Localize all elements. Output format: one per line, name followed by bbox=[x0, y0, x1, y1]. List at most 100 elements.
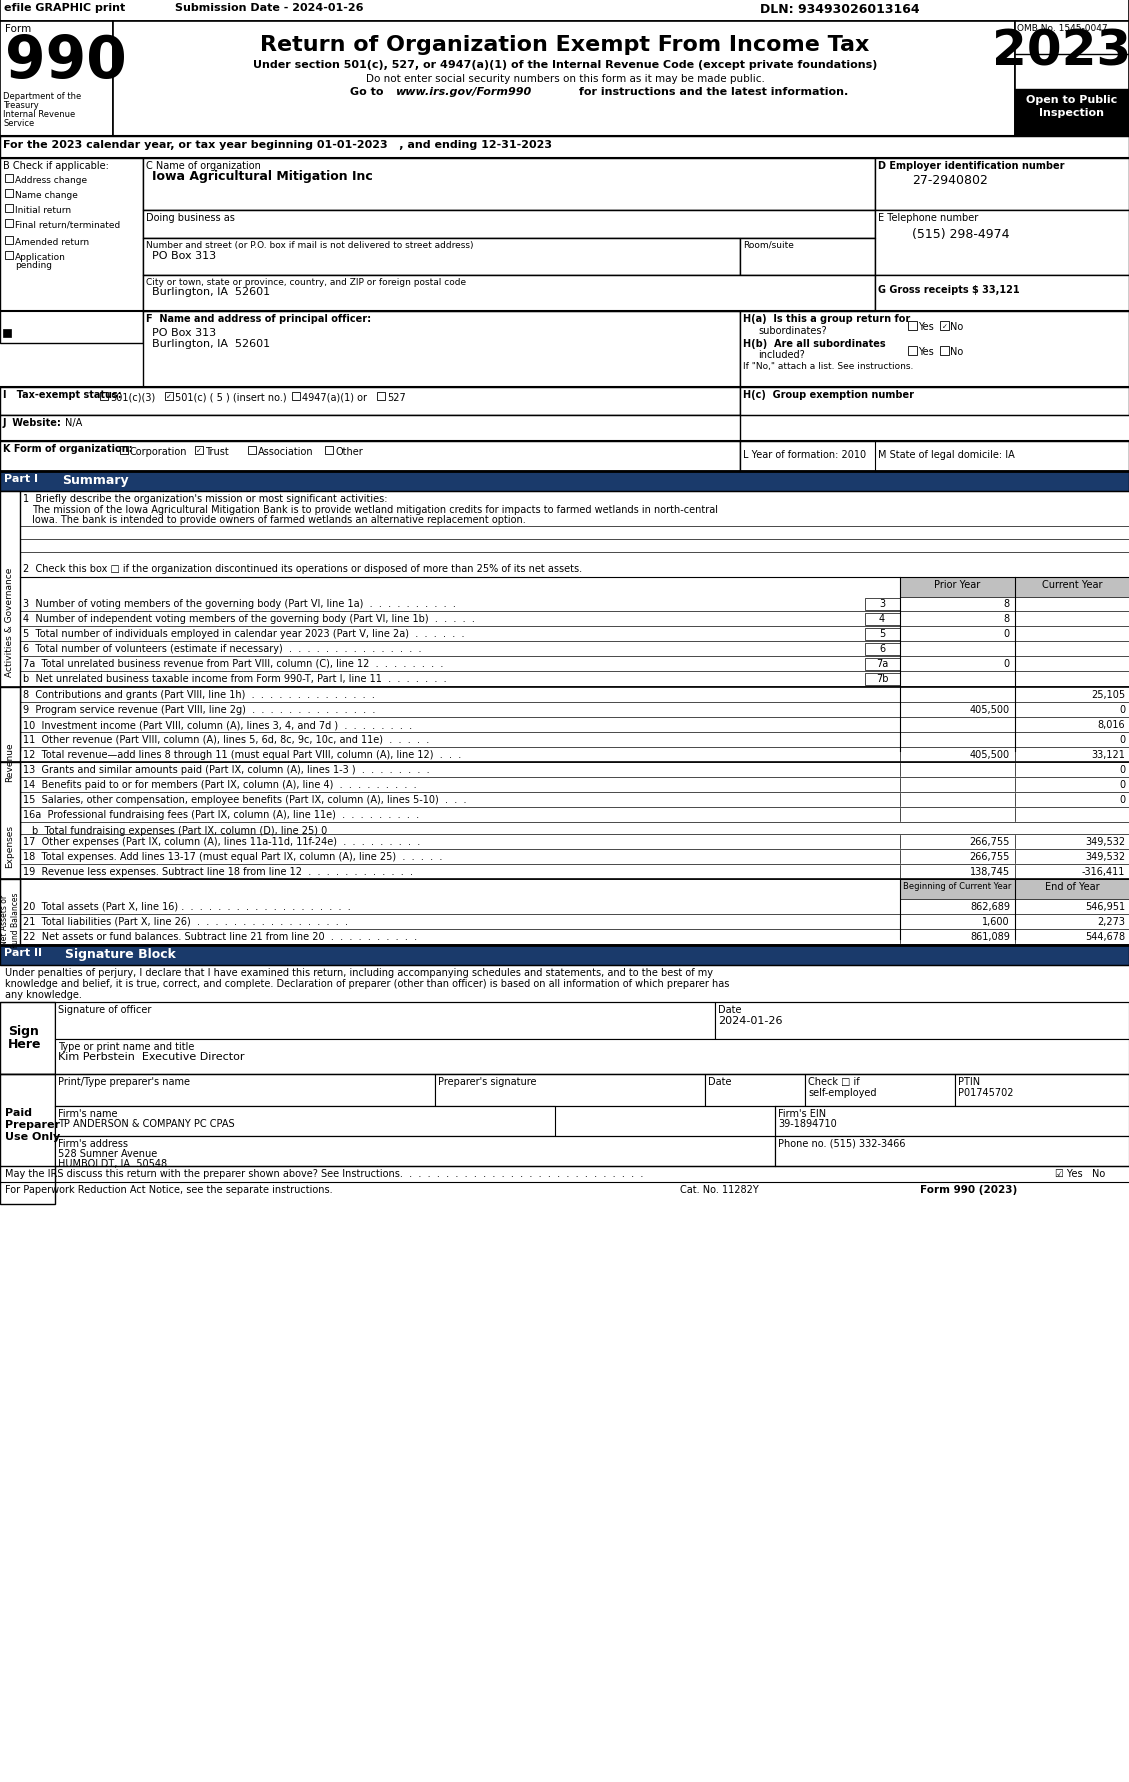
Bar bbox=[940, 323, 949, 331]
Text: E Telephone number: E Telephone number bbox=[878, 212, 978, 223]
Text: 9  Program service revenue (Part VIII, line 2g)  .  .  .  .  .  .  .  .  .  .  .: 9 Program service revenue (Part VIII, li… bbox=[23, 704, 375, 715]
Text: Revenue: Revenue bbox=[6, 741, 15, 781]
Text: 405,500: 405,500 bbox=[970, 750, 1010, 759]
Text: TP ANDERSON & COMPANY PC CPAS: TP ANDERSON & COMPANY PC CPAS bbox=[58, 1119, 235, 1128]
Bar bbox=[5, 251, 14, 260]
Bar bbox=[143, 210, 875, 239]
Text: Date: Date bbox=[708, 1076, 732, 1087]
Text: M State of legal domicile: IA: M State of legal domicile: IA bbox=[878, 449, 1015, 460]
Text: G Gross receipts $ 33,121: G Gross receipts $ 33,121 bbox=[878, 285, 1019, 294]
Text: 5: 5 bbox=[878, 629, 885, 638]
Text: 349,532: 349,532 bbox=[1085, 852, 1124, 861]
Text: Number and street (or P.O. box if mail is not delivered to street address): Number and street (or P.O. box if mail i… bbox=[146, 241, 473, 249]
Text: 349,532: 349,532 bbox=[1085, 836, 1124, 846]
Bar bbox=[0, 0, 1129, 21]
Bar bbox=[774, 1137, 1129, 1167]
Bar bbox=[739, 388, 1129, 415]
Text: 8,016: 8,016 bbox=[1097, 720, 1124, 729]
Text: PTIN: PTIN bbox=[959, 1076, 980, 1087]
Text: K Form of organization:: K Form of organization: bbox=[3, 444, 132, 454]
Bar bbox=[0, 21, 113, 137]
Text: 0: 0 bbox=[1004, 659, 1010, 668]
Bar bbox=[195, 447, 203, 454]
Bar bbox=[865, 659, 900, 670]
Bar bbox=[715, 1003, 1129, 1039]
Text: Yes: Yes bbox=[918, 323, 934, 331]
Bar bbox=[940, 347, 949, 356]
Bar bbox=[865, 674, 900, 686]
Bar bbox=[143, 276, 875, 312]
Text: 546,951: 546,951 bbox=[1085, 902, 1124, 911]
Text: Part II: Part II bbox=[5, 948, 42, 957]
Bar bbox=[704, 1075, 805, 1107]
Bar bbox=[0, 492, 20, 752]
Text: Summary: Summary bbox=[62, 474, 129, 486]
Bar bbox=[1015, 880, 1129, 900]
Bar bbox=[0, 415, 739, 442]
Text: 7a: 7a bbox=[876, 659, 889, 668]
Text: 501(c) ( 5 ) (insert no.): 501(c) ( 5 ) (insert no.) bbox=[175, 392, 287, 403]
Text: for instructions and the latest information.: for instructions and the latest informat… bbox=[575, 87, 848, 96]
Text: 16a  Professional fundraising fees (Part IX, column (A), line 11e)  .  .  .  .  : 16a Professional fundraising fees (Part … bbox=[23, 809, 419, 820]
Text: Activities & Governance: Activities & Governance bbox=[6, 567, 15, 677]
Text: 0: 0 bbox=[1119, 795, 1124, 804]
Bar bbox=[55, 1107, 555, 1137]
Text: 0: 0 bbox=[1119, 764, 1124, 775]
Bar bbox=[55, 1137, 774, 1167]
Text: Internal Revenue: Internal Revenue bbox=[3, 110, 76, 119]
Bar bbox=[5, 219, 14, 228]
Text: 20  Total assets (Part X, line 16) .  .  .  .  .  .  .  .  .  .  .  .  .  .  .  : 20 Total assets (Part X, line 16) . . . … bbox=[23, 902, 351, 911]
Text: Prior Year: Prior Year bbox=[934, 579, 980, 590]
Text: 25,105: 25,105 bbox=[1091, 690, 1124, 700]
Bar bbox=[113, 21, 1015, 137]
Bar bbox=[0, 1075, 55, 1205]
Text: Iowa Agricultural Mitigation Inc: Iowa Agricultural Mitigation Inc bbox=[152, 169, 373, 184]
Bar bbox=[0, 388, 739, 415]
Text: PO Box 313: PO Box 313 bbox=[152, 251, 216, 260]
Bar bbox=[1015, 21, 1129, 137]
Bar bbox=[5, 205, 14, 212]
Text: 10  Investment income (Part VIII, column (A), lines 3, 4, and 7d )  .  .  .  .  : 10 Investment income (Part VIII, column … bbox=[23, 720, 412, 729]
Bar bbox=[865, 613, 900, 625]
Text: F  Name and address of principal officer:: F Name and address of principal officer: bbox=[146, 314, 371, 324]
Text: Preparer: Preparer bbox=[5, 1119, 60, 1130]
Text: Other: Other bbox=[335, 447, 362, 456]
Bar bbox=[55, 1075, 435, 1107]
Text: pending: pending bbox=[15, 260, 52, 269]
Text: HUMBOLDT, IA  50548: HUMBOLDT, IA 50548 bbox=[58, 1158, 167, 1169]
Text: 862,689: 862,689 bbox=[970, 902, 1010, 911]
Text: Beginning of Current Year: Beginning of Current Year bbox=[903, 882, 1012, 891]
Text: May the IRS discuss this return with the preparer shown above? See Instructions.: May the IRS discuss this return with the… bbox=[5, 1169, 644, 1178]
Text: J  Website:: J Website: bbox=[3, 417, 62, 428]
Text: Form 990 (2023): Form 990 (2023) bbox=[920, 1185, 1017, 1194]
Text: 4  Number of independent voting members of the governing body (Part VI, line 1b): 4 Number of independent voting members o… bbox=[23, 613, 475, 624]
Bar bbox=[900, 880, 1015, 900]
Bar bbox=[292, 392, 300, 401]
Text: Open to Public: Open to Public bbox=[1026, 94, 1118, 105]
Text: OMB No. 1545-0047: OMB No. 1545-0047 bbox=[1017, 23, 1108, 34]
Text: Date: Date bbox=[718, 1005, 742, 1014]
Text: Service: Service bbox=[3, 119, 34, 128]
Text: 0: 0 bbox=[1004, 629, 1010, 638]
Bar bbox=[100, 392, 108, 401]
Text: 1,600: 1,600 bbox=[982, 916, 1010, 927]
Text: Submission Date - 2024-01-26: Submission Date - 2024-01-26 bbox=[175, 4, 364, 12]
Text: 266,755: 266,755 bbox=[970, 836, 1010, 846]
Bar bbox=[865, 643, 900, 656]
Text: 138,745: 138,745 bbox=[970, 866, 1010, 877]
Text: Cat. No. 11282Y: Cat. No. 11282Y bbox=[680, 1185, 759, 1194]
Text: I   Tax-exempt status:: I Tax-exempt status: bbox=[3, 390, 122, 399]
Text: 22  Net assets or fund balances. Subtract line 21 from line 20  .  .  .  .  .  .: 22 Net assets or fund balances. Subtract… bbox=[23, 932, 417, 941]
Bar bbox=[0, 880, 20, 959]
Text: Paid: Paid bbox=[5, 1107, 32, 1117]
Text: 0: 0 bbox=[1119, 704, 1124, 715]
Text: Here: Here bbox=[8, 1037, 42, 1050]
Text: self-employed: self-employed bbox=[808, 1087, 876, 1098]
Bar bbox=[774, 1107, 1129, 1137]
Text: 6  Total number of volunteers (estimate if necessary)  .  .  .  .  .  .  .  .  .: 6 Total number of volunteers (estimate i… bbox=[23, 643, 421, 654]
Text: Expenses: Expenses bbox=[6, 825, 15, 868]
Text: Kim Perbstein  Executive Director: Kim Perbstein Executive Director bbox=[58, 1051, 245, 1062]
Text: D Employer identification number: D Employer identification number bbox=[878, 160, 1065, 171]
Text: 7a  Total unrelated business revenue from Part VIII, column (C), line 12  .  .  : 7a Total unrelated business revenue from… bbox=[23, 659, 444, 668]
Bar bbox=[875, 276, 1129, 312]
